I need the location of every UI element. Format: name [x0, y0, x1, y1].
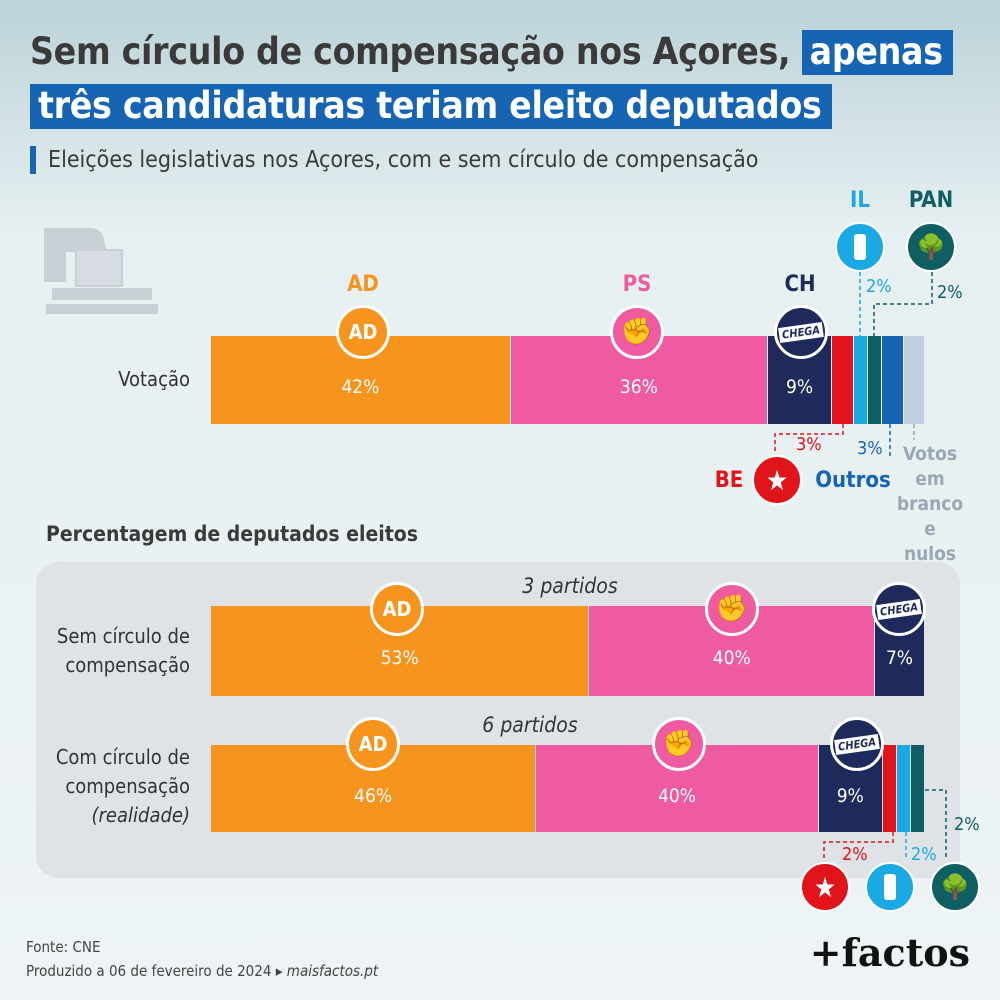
ad-logo-icon: AD — [336, 305, 390, 359]
il-logo-icon — [865, 862, 915, 912]
section-title: Percentagem de deputados eleitos — [46, 522, 419, 546]
party-name-outros: Outros — [815, 468, 891, 493]
blank-votes-label: Votos em branco e nulos — [895, 442, 965, 567]
row-label-line: Com círculo de — [55, 745, 190, 769]
row-label-com-circulo: Com círculo de compensação (realidade) — [40, 743, 190, 830]
pct-label-pan-seats: 2% — [954, 814, 980, 835]
ps-fist-icon: ✊ — [610, 305, 664, 359]
party-name-il: IL — [850, 188, 870, 213]
brand-logo: +factos — [809, 930, 970, 975]
pct-label-pan: 2% — [937, 282, 963, 303]
row-label-line: compensação — [65, 653, 190, 677]
blank-votes-line: Votos em — [902, 443, 958, 490]
chega-logo-icon: CHEGA — [830, 717, 884, 771]
pct-label-il-seats: 2% — [911, 844, 937, 865]
party-name-ch: CH — [784, 272, 816, 297]
pct-label-il: 2% — [866, 276, 892, 297]
party-name-ad: AD — [347, 272, 379, 297]
ad-logo-icon: AD — [346, 717, 400, 771]
row-label-line: compensação — [65, 774, 190, 798]
pct-label-outros: 3% — [857, 438, 883, 459]
title-part-1: Sem círculo de compensação nos Açores, — [30, 30, 791, 73]
title-highlight-2: três candidaturas teriam eleito deputado… — [30, 84, 832, 129]
bar-segment-il — [853, 336, 867, 424]
bar-segment-pan — [910, 745, 924, 832]
ps-fist-icon: ✊ — [705, 582, 759, 636]
blank-votes-line: nulos — [903, 543, 957, 565]
ad-logo-icon: AD — [370, 582, 424, 636]
row-label-sem-circulo: Sem círculo de compensação — [40, 622, 190, 680]
row-label-line: (realidade) — [91, 803, 191, 827]
pan-tree-icon: 🌳 — [930, 862, 980, 912]
bar-value-label: 7% — [885, 647, 914, 669]
ps-fist-icon: ✊ — [652, 717, 706, 771]
pct-label-be: 3% — [796, 434, 822, 455]
party-name-ps: PS — [622, 272, 652, 297]
blank-votes-line: branco e — [896, 493, 964, 540]
title-line-2: três candidaturas teriam eleito deputado… — [30, 84, 832, 129]
il-logo-icon — [835, 222, 885, 272]
bar-segment-be — [832, 336, 853, 424]
ballot-box-icon — [44, 228, 158, 314]
bar-segment-votos-em-branco-e-nulos — [903, 336, 924, 424]
row-label-votacao: Votação — [118, 367, 190, 391]
be-star-icon: ★ — [752, 455, 802, 505]
bar-value-label: 40% — [712, 647, 751, 669]
chega-logo-icon: CHEGA — [774, 305, 828, 359]
footer-produced: Produzido a 06 de fevereiro de 2024 ▸ ma… — [26, 962, 378, 980]
bar-value-label: 42% — [341, 376, 380, 398]
bar-value-label: 46% — [354, 784, 393, 807]
bar-segment-il — [896, 745, 910, 832]
bar-segment-pan — [867, 336, 882, 424]
pan-tree-icon: 🌳 — [906, 222, 956, 272]
party-name-pan: PAN — [908, 188, 954, 213]
chega-logo-icon: CHEGA — [872, 582, 926, 636]
party-name-be: BE — [714, 468, 744, 493]
footer-source: Fonte: CNE — [26, 938, 101, 956]
bar-segment-be — [882, 745, 896, 832]
bar-value-label: 36% — [619, 376, 658, 398]
title-highlight-1: apenas — [801, 30, 953, 75]
bar-segment-outros — [882, 336, 903, 424]
row-label-line: Sem círculo de — [56, 624, 190, 648]
bar-value-label: 40% — [658, 784, 697, 807]
title-line-1: Sem círculo de compensação nos Açores, a… — [30, 30, 953, 75]
annotation-6-partidos: 6 partidos — [482, 713, 578, 737]
subtitle: Eleições legislativas nos Açores, com e … — [30, 146, 758, 174]
annotation-3-partidos: 3 partidos — [522, 574, 618, 598]
be-star-icon: ★ — [800, 862, 850, 912]
footer-produced-text: Produzido a 06 de fevereiro de 2024 ▸ — [26, 962, 283, 980]
bar-value-label: 9% — [836, 784, 864, 807]
footer-site-link[interactable]: maisfactos.pt — [286, 962, 379, 980]
pct-label-be-seats: 2% — [842, 844, 868, 865]
bar-value-label: 9% — [785, 376, 814, 398]
bar-value-label: 53% — [380, 647, 419, 669]
